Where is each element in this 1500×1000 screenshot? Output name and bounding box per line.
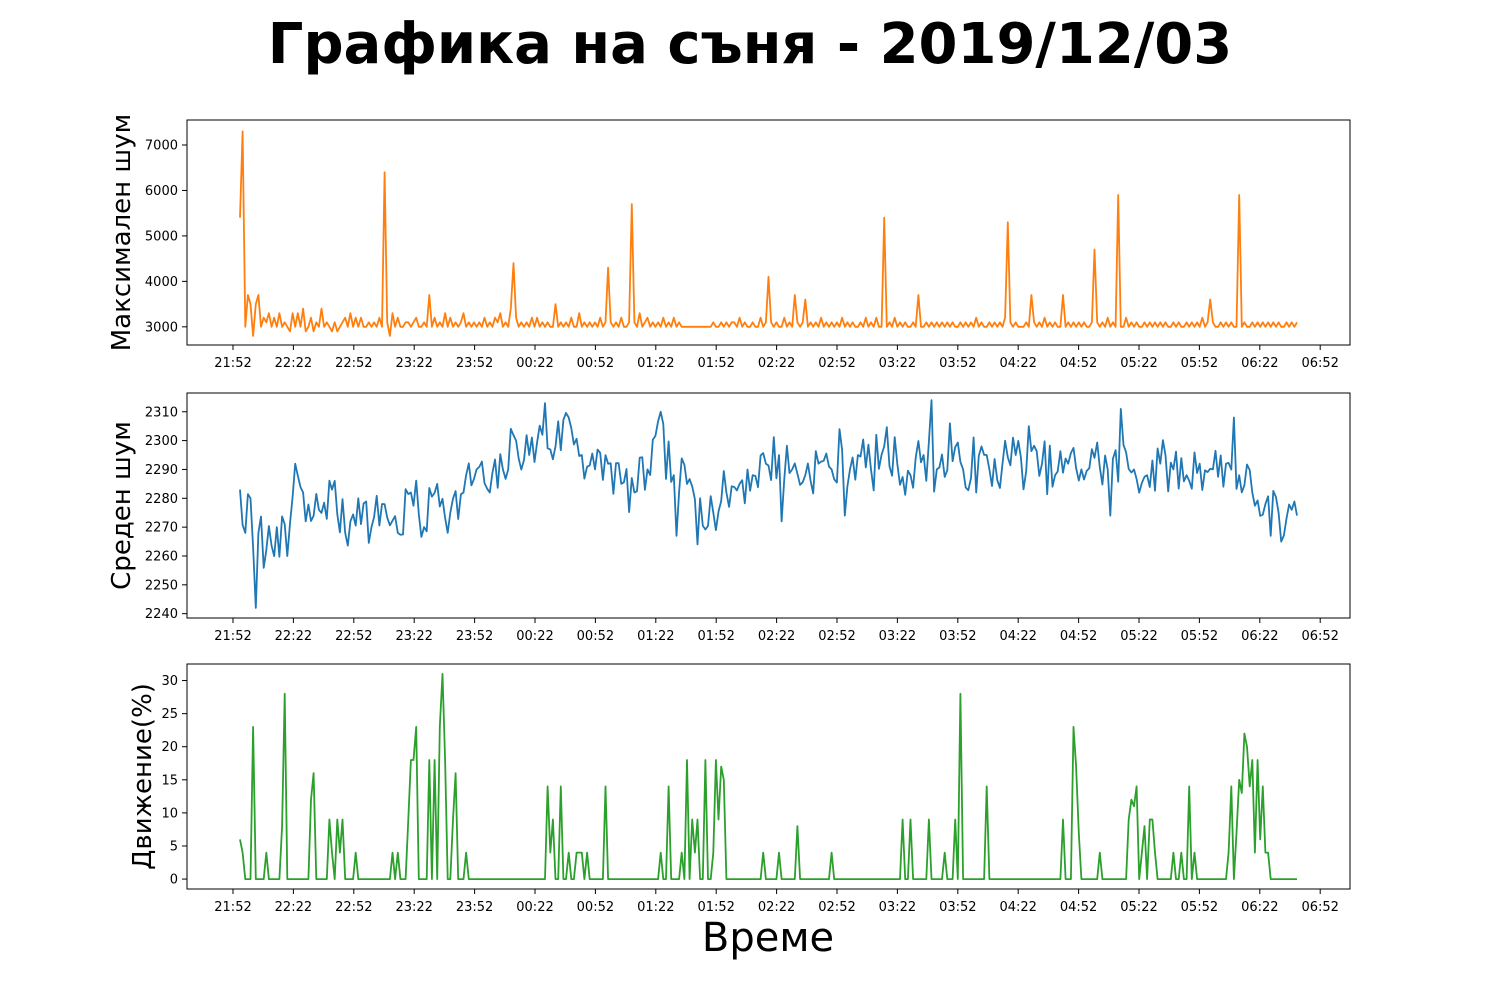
x-tick-label: 05:52 bbox=[1181, 900, 1218, 915]
y-tick-label: 2310 bbox=[145, 405, 178, 420]
x-tick-label: 00:22 bbox=[516, 900, 553, 915]
x-tick-label: 23:22 bbox=[395, 356, 432, 371]
y-tick-label: 7000 bbox=[145, 139, 178, 154]
x-tick-label: 00:52 bbox=[577, 629, 614, 644]
x-tick-label: 04:52 bbox=[1060, 900, 1097, 915]
x-tick-label: 05:22 bbox=[1120, 356, 1157, 371]
x-tick-label: 05:22 bbox=[1120, 900, 1157, 915]
y-tick-label: 5 bbox=[170, 839, 178, 854]
x-tick-label: 02:22 bbox=[758, 356, 795, 371]
x-tick-label: 01:52 bbox=[697, 629, 734, 644]
y-tick-label: 0 bbox=[170, 873, 178, 888]
y-tick-label: 6000 bbox=[145, 184, 178, 199]
y-tick-label: 15 bbox=[161, 773, 178, 788]
y-tick-label: 5000 bbox=[145, 229, 178, 244]
y-tick-label: 2240 bbox=[145, 607, 178, 622]
x-tick-label: 01:52 bbox=[697, 356, 734, 371]
x-tick-label: 01:22 bbox=[637, 356, 674, 371]
y-tick-label: 25 bbox=[161, 707, 178, 722]
axes-frame bbox=[186, 663, 1351, 890]
y-tick-label: 3000 bbox=[145, 320, 178, 335]
y-tick-label: 20 bbox=[161, 740, 178, 755]
x-tick-label: 21:52 bbox=[214, 356, 251, 371]
x-tick-label: 04:22 bbox=[999, 356, 1036, 371]
y-tick-label: 10 bbox=[161, 806, 178, 821]
axes-frame bbox=[186, 119, 1351, 346]
x-tick-label: 00:52 bbox=[577, 900, 614, 915]
y-tick-label: 30 bbox=[161, 674, 178, 689]
x-tick-label: 02:52 bbox=[818, 356, 855, 371]
x-tick-label: 01:22 bbox=[637, 900, 674, 915]
x-tick-label: 23:52 bbox=[456, 356, 493, 371]
x-tick-label: 23:52 bbox=[456, 900, 493, 915]
y-tick-label: 2260 bbox=[145, 549, 178, 564]
y-tick-label: 2280 bbox=[145, 492, 178, 507]
movement-panel: 21:52 22:22 22:52 23:22 23:52 00:22 00:52 01:22… bbox=[128, 663, 1351, 915]
x-tick-label: 05:52 bbox=[1181, 356, 1218, 371]
x-tick-label: 03:22 bbox=[879, 900, 916, 915]
x-tick-label: 00:22 bbox=[516, 356, 553, 371]
series-line bbox=[239, 399, 1298, 609]
y-tick-label: 2250 bbox=[145, 578, 178, 593]
x-tick-label: 03:52 bbox=[939, 356, 976, 371]
x-tick-label: 04:52 bbox=[1060, 356, 1097, 371]
axes-frame bbox=[186, 392, 1351, 619]
max-noise-panel: 21:52 22:22 22:52 23:22 23:52 00:22 00:52 01:22… bbox=[107, 114, 1351, 371]
y-tick-label: 2300 bbox=[145, 434, 178, 449]
x-tick-label: 22:22 bbox=[275, 900, 312, 915]
x-tick-label: 21:52 bbox=[214, 629, 251, 644]
x-tick-label: 02:22 bbox=[758, 900, 795, 915]
x-tick-label: 06:22 bbox=[1241, 900, 1278, 915]
x-tick-label: 04:22 bbox=[999, 629, 1036, 644]
x-tick-label: 02:22 bbox=[758, 629, 795, 644]
x-tick-label: 23:22 bbox=[395, 900, 432, 915]
x-tick-label: 02:52 bbox=[818, 900, 855, 915]
mean-noise-panel: 21:52 22:22 22:52 23:22 23:52 00:22 00:52 01:22… bbox=[107, 392, 1351, 644]
series-line bbox=[239, 673, 1297, 880]
chart-title: Графика на съня - 2019/12/03 bbox=[267, 12, 1233, 77]
x-tick-label: 03:52 bbox=[939, 629, 976, 644]
x-tick-label: 03:52 bbox=[939, 900, 976, 915]
x-tick-label: 22:52 bbox=[335, 629, 372, 644]
x-tick-label: 22:52 bbox=[335, 900, 372, 915]
series-line bbox=[239, 130, 1298, 337]
x-tick-label: 23:22 bbox=[395, 629, 432, 644]
x-tick-label: 05:52 bbox=[1181, 629, 1218, 644]
x-tick-label: 23:52 bbox=[456, 629, 493, 644]
x-axis-label: Време bbox=[702, 915, 834, 961]
x-tick-label: 05:22 bbox=[1120, 629, 1157, 644]
x-tick-label: 22:52 bbox=[335, 356, 372, 371]
x-tick-label: 21:52 bbox=[214, 900, 251, 915]
y-tick-label: 4000 bbox=[145, 275, 178, 290]
x-tick-label: 22:22 bbox=[275, 629, 312, 644]
x-tick-label: 06:52 bbox=[1301, 900, 1338, 915]
x-tick-label: 02:52 bbox=[818, 629, 855, 644]
x-tick-label: 06:22 bbox=[1241, 356, 1278, 371]
y-tick-label: 2270 bbox=[145, 521, 178, 536]
x-tick-label: 00:22 bbox=[516, 629, 553, 644]
x-tick-label: 04:22 bbox=[999, 900, 1036, 915]
x-tick-label: 06:52 bbox=[1301, 356, 1338, 371]
x-tick-label: 03:22 bbox=[879, 629, 916, 644]
x-tick-label: 01:52 bbox=[697, 900, 734, 915]
x-tick-label: 22:22 bbox=[275, 356, 312, 371]
y-axis-label: Максимален шум bbox=[107, 114, 137, 351]
x-tick-label: 04:52 bbox=[1060, 629, 1097, 644]
y-axis-label: Движение(%) bbox=[128, 683, 158, 870]
x-tick-label: 06:52 bbox=[1301, 629, 1338, 644]
x-tick-label: 01:22 bbox=[637, 629, 674, 644]
x-tick-label: 06:22 bbox=[1241, 629, 1278, 644]
x-tick-label: 03:22 bbox=[879, 356, 916, 371]
x-tick-label: 00:52 bbox=[577, 356, 614, 371]
y-axis-label: Среден шум bbox=[107, 421, 137, 590]
y-tick-label: 2290 bbox=[145, 463, 178, 478]
